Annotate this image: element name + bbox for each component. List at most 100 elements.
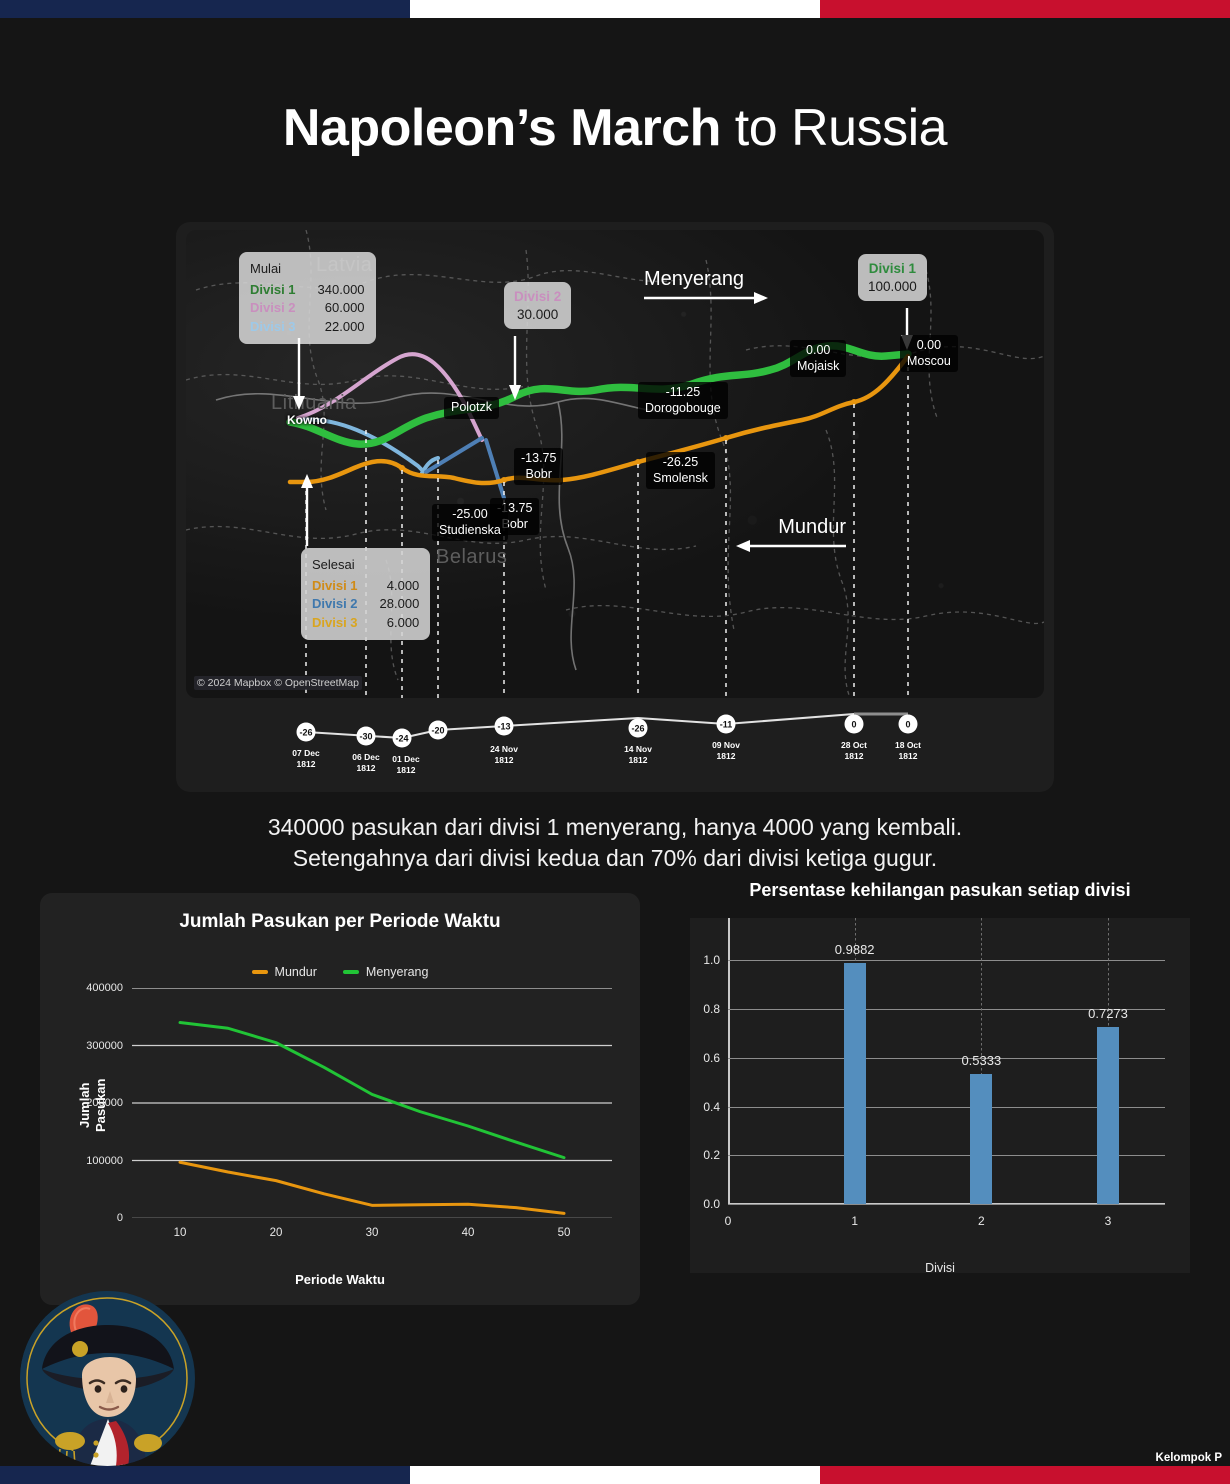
timeline-node: -24 [392, 728, 412, 748]
map-canvas[interactable]: Latvia Lithuania Belarus Kowno Mulai Div… [186, 230, 1044, 698]
timeline-date-day: 07 Dec [292, 748, 320, 758]
timeline-date: 18 Oct 1812 [895, 740, 921, 761]
end-legend-row: Divisi 3 6.000 [312, 614, 419, 633]
timeline-node: 0 [844, 714, 864, 734]
line-chart-ytick: 400000 [86, 982, 123, 994]
timeline-node: -30 [356, 726, 376, 746]
division1-callout: Divisi 1 100.000 [858, 254, 927, 302]
place-callout-mojaisk: 0.00 Mojaisk [790, 340, 847, 378]
moscou-temp: 0.00 [916, 338, 942, 352]
timeline-date-year: 1812 [494, 754, 514, 765]
timeline-date: 24 Nov 1812 [490, 744, 518, 765]
line-chart-ytick: 0 [116, 1212, 123, 1224]
flag-stripe-blue [0, 1466, 410, 1484]
division2-callout-arrow [509, 336, 521, 400]
timeline-date-year: 1812 [716, 750, 736, 761]
flag-stripe-blue [0, 0, 410, 18]
end-div3-label: Divisi 3 [312, 614, 358, 630]
line-chart-xtick: 10 [173, 1227, 187, 1239]
line-chart-xlabel-text: Periode Waktu [295, 1272, 385, 1288]
retreat-flow-orange [287, 353, 911, 486]
bar-chart-bar[interactable] [970, 1074, 993, 1204]
bobr-upper-temp: -13.75 [521, 451, 557, 465]
direction-advance-annotation: Menyerang [644, 268, 770, 305]
place-callout-studienska: -25.00 Studienska [432, 504, 508, 542]
timeline-node: -11 [716, 714, 736, 734]
start-legend-header: Mulai [250, 261, 282, 276]
timeline-date: 06 Dec 1812 [352, 752, 379, 773]
bar-chart-area: 0.0 0.2 0.4 0.6 0.8 1.0 0 1 2 3 0.9882 0.5333 0.7273… [690, 918, 1190, 1275]
bar-chart-ytick: 0.0 [703, 1197, 720, 1211]
line-chart-title: Jumlah Pasukan per Periode Waktu [179, 911, 501, 932]
line-chart-xtick: 40 [461, 1227, 475, 1239]
line-chart-ytick: 100000 [86, 1154, 123, 1167]
division1-callout-value: 100.000 [868, 278, 917, 294]
start-box-arrow [293, 338, 305, 410]
bar-chart-y-axis [728, 918, 730, 1204]
line-chart-ytick: 200000 [86, 1097, 123, 1109]
start-div3-value: 22.000 [324, 318, 365, 334]
direction-advance-label: Menyerang [644, 268, 745, 290]
timeline-date-year: 1812 [628, 754, 648, 765]
timeline-date-day: 06 Dec [352, 752, 380, 762]
timeline-node: 0 [898, 714, 918, 734]
legend-item-mundur[interactable]: Mundur [251, 965, 317, 979]
line-chart-xtick: 50 [557, 1227, 571, 1239]
bar-chart-gridline [728, 960, 1165, 962]
timeline-date: 14 Nov 1812 [624, 744, 652, 765]
timeline-date-year: 1812 [356, 762, 376, 773]
studienska-temp: -25.00 [452, 507, 488, 521]
place-callout-polotzk: Polotzk [444, 397, 499, 419]
smolensk-temp: -26.25 [662, 455, 699, 469]
timeline-date: 07 Dec 1812 [292, 748, 319, 769]
timeline-date-year: 1812 [296, 758, 316, 769]
bar-chart-bar[interactable] [1097, 1026, 1119, 1204]
timeline-date-day: 28 Oct [841, 740, 867, 750]
map-panel: Latvia Lithuania Belarus Kowno Mulai Div… [176, 222, 1054, 792]
division3-retreat-path [420, 456, 440, 475]
legend-item-menyerang[interactable]: Menyerang [342, 965, 429, 979]
division3-advance-path [296, 417, 424, 472]
page-title-light: to Russia [720, 99, 948, 157]
flag-bar-top [0, 0, 1230, 18]
start-div2-value: 60.000 [324, 300, 365, 316]
bar-chart-gridline [728, 1155, 1165, 1157]
start-div2-label: Divisi 2 [250, 300, 296, 316]
temperature-timeline: -26 07 Dec 1812 -30 06 Dec 1812 -24 01 D… [186, 708, 1044, 782]
legend-label-menyerang: Menyerang [365, 965, 429, 979]
flag-stripe-red [820, 1466, 1230, 1484]
bar-chart-xtick: 2 [977, 1214, 985, 1228]
moscou-name: Moscou [907, 353, 951, 368]
smolensk-name: Smolensk [653, 470, 708, 485]
bar-chart-xlabel: Divisi [925, 1261, 955, 1275]
arrow-left-icon [736, 540, 846, 552]
timeline-date-year: 1812 [844, 750, 864, 761]
mojaisk-name: Mojaisk [797, 358, 840, 373]
timeline-node: -20 [428, 720, 448, 740]
start-legend-row: Divisi 2 60.000 [250, 299, 365, 318]
dorogobouge-name: Dorogobouge [645, 400, 721, 415]
bar-chart-bar[interactable] [843, 963, 866, 1204]
line-chart-legend: Mundur Menyerang [40, 965, 640, 979]
end-div3-value: 6.000 [386, 614, 420, 630]
dorogobouge-temp: -11.25 [665, 385, 701, 399]
division1-callout-label: Divisi 1 [868, 261, 917, 276]
line-chart-series-0 [180, 1023, 564, 1158]
bar-chart-xtick: 0 [724, 1214, 732, 1228]
line-chart-xlabel: Periode Waktu [40, 1272, 640, 1289]
direction-retreat-label: Mundur [778, 516, 846, 538]
end-div2-value: 28.000 [379, 596, 420, 612]
napoleon-portrait-badge [20, 1291, 195, 1466]
napoleon-illustration [20, 1291, 194, 1466]
timeline-date: 01 Dec 1812 [392, 754, 419, 775]
end-div2-label: Divisi 2 [312, 596, 358, 612]
timeline-date-day: 14 Nov [624, 744, 652, 754]
flag-bar-bottom [0, 1466, 1230, 1484]
bar-chart-value-label: 0.5333 [961, 1053, 1002, 1069]
bar-chart-plot-area: 0.0 0.2 0.4 0.6 0.8 1.0 0 1 2 3 0.9882 0.5333 0.7273 [703, 918, 1165, 1228]
legend-swatch-menyerang [342, 970, 359, 974]
timeline-node: -26 [628, 718, 648, 738]
start-legend-row: Divisi 1 340.000 [250, 281, 365, 300]
timeline-date: 28 Oct 1812 [841, 740, 867, 761]
bar-chart-value-label: 0.7273 [1088, 1005, 1128, 1021]
